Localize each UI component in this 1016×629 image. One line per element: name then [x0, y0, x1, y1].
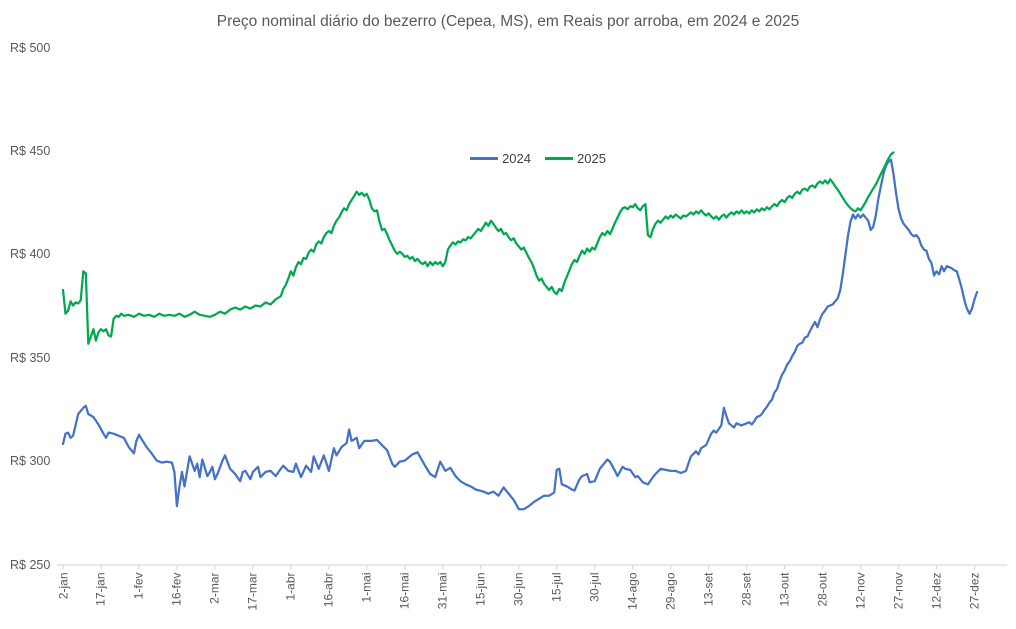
x-axis-label: 31-mai: [435, 572, 450, 609]
x-axis-label: 15-jun: [473, 572, 488, 606]
x-axis-label: 13-out: [777, 572, 792, 607]
x-axis-label: 12-nov: [853, 572, 868, 609]
x-axis-label: 28-set: [739, 572, 754, 606]
x-axis-label: 16-mai: [397, 572, 412, 609]
legend-label-2025: 2025: [577, 151, 606, 166]
legend-item-2025: 2025: [545, 151, 606, 166]
x-axis-label: 30-jul: [587, 572, 602, 602]
chart-title: Preço nominal diário do bezerro (Cepea, …: [216, 13, 800, 30]
y-axis-label: R$ 300: [10, 454, 51, 469]
x-axis-label: 1-mai: [359, 572, 374, 603]
series-lines: [61, 151, 979, 511]
legend-item-2024: 2024: [470, 151, 531, 166]
x-axis-label: 27-nov: [891, 572, 906, 609]
x-axis-label: 1-fev: [131, 572, 146, 599]
x-axis-label: 29-ago: [663, 572, 678, 610]
y-axis-label: R$ 500: [10, 40, 51, 55]
x-axis-label: 1-abr: [283, 572, 298, 601]
x-axis-label: 15-jul: [549, 572, 564, 602]
x-axis-label: 14-ago: [625, 572, 640, 610]
x-axis-label: 16-abr: [321, 572, 336, 607]
legend-swatch-2024: [470, 157, 499, 160]
series-line-2025: [61, 151, 895, 345]
y-axis-label: R$ 400: [10, 247, 51, 262]
legend-label-2024: 2024: [502, 151, 531, 166]
series-line-2024: [61, 158, 979, 511]
x-axis-label: 12-dez: [929, 572, 944, 609]
x-axis-label: 28-out: [815, 572, 830, 607]
y-axis-label: R$ 250: [10, 557, 51, 572]
legend: 2024 2025: [30, 151, 1016, 166]
x-axis-label: 2-mar: [207, 572, 222, 604]
y-axis-label: R$ 350: [10, 350, 51, 365]
x-axis-label: 30-jun: [511, 572, 526, 606]
x-axis-label: 16-fev: [169, 572, 184, 606]
x-axis: [57, 564, 1007, 570]
x-axis-label: 27-dez: [967, 572, 982, 609]
x-axis-label: 2-jan: [56, 572, 70, 599]
x-axis-label: 17-mar: [245, 572, 260, 611]
y-axis-label: R$ 450: [10, 143, 51, 158]
x-axis-label: 17-jan: [93, 572, 108, 606]
legend-swatch-2025: [545, 157, 573, 160]
x-axis-label: 13-set: [701, 572, 716, 606]
